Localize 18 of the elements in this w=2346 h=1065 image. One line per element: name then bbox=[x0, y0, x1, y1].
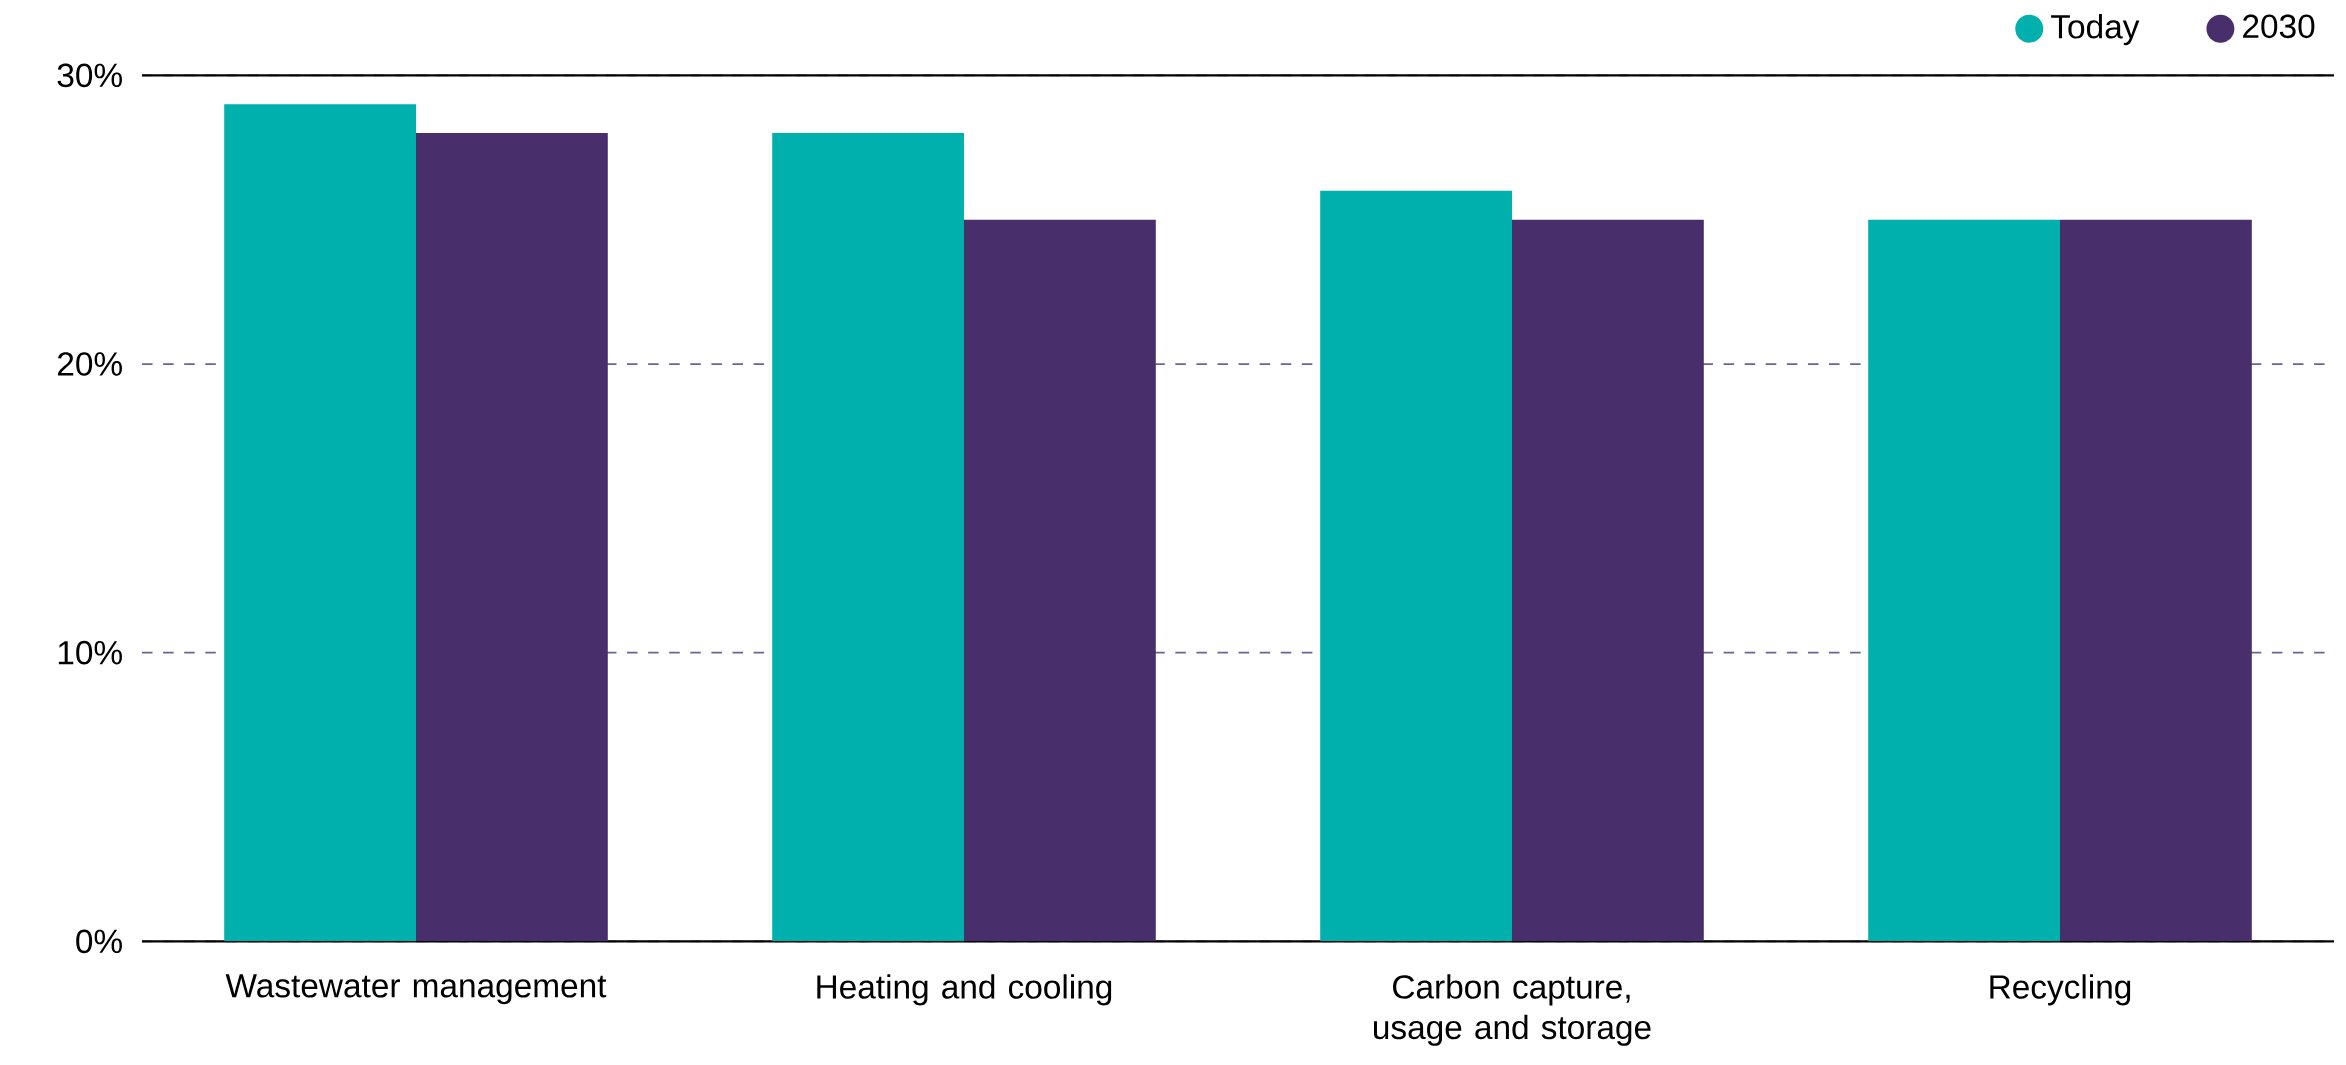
bar bbox=[224, 104, 417, 942]
y-tick-label: 20% bbox=[57, 352, 122, 376]
x-tick-label: Carbon capture, usage and storage bbox=[1374, 974, 1651, 1046]
x-tick-label: Heating and cooling bbox=[817, 974, 1112, 1006]
y-tick-label: 10% bbox=[58, 640, 122, 665]
x-tick-label: Wastewater management bbox=[225, 974, 607, 1005]
bar bbox=[2060, 219, 2252, 942]
bar bbox=[416, 132, 608, 942]
y-tick-label: 0% bbox=[76, 929, 122, 953]
bar bbox=[1512, 219, 1704, 942]
y-tick-label: 30% bbox=[57, 63, 122, 87]
legend-label: Today bbox=[2051, 13, 2140, 46]
x-tick-label: Recycling bbox=[1990, 974, 2131, 1006]
bar bbox=[1868, 219, 2060, 942]
bar bbox=[964, 219, 1156, 942]
bar bbox=[1320, 190, 1512, 942]
bar bbox=[772, 132, 964, 942]
legend-label: 2030 bbox=[2243, 14, 2315, 38]
